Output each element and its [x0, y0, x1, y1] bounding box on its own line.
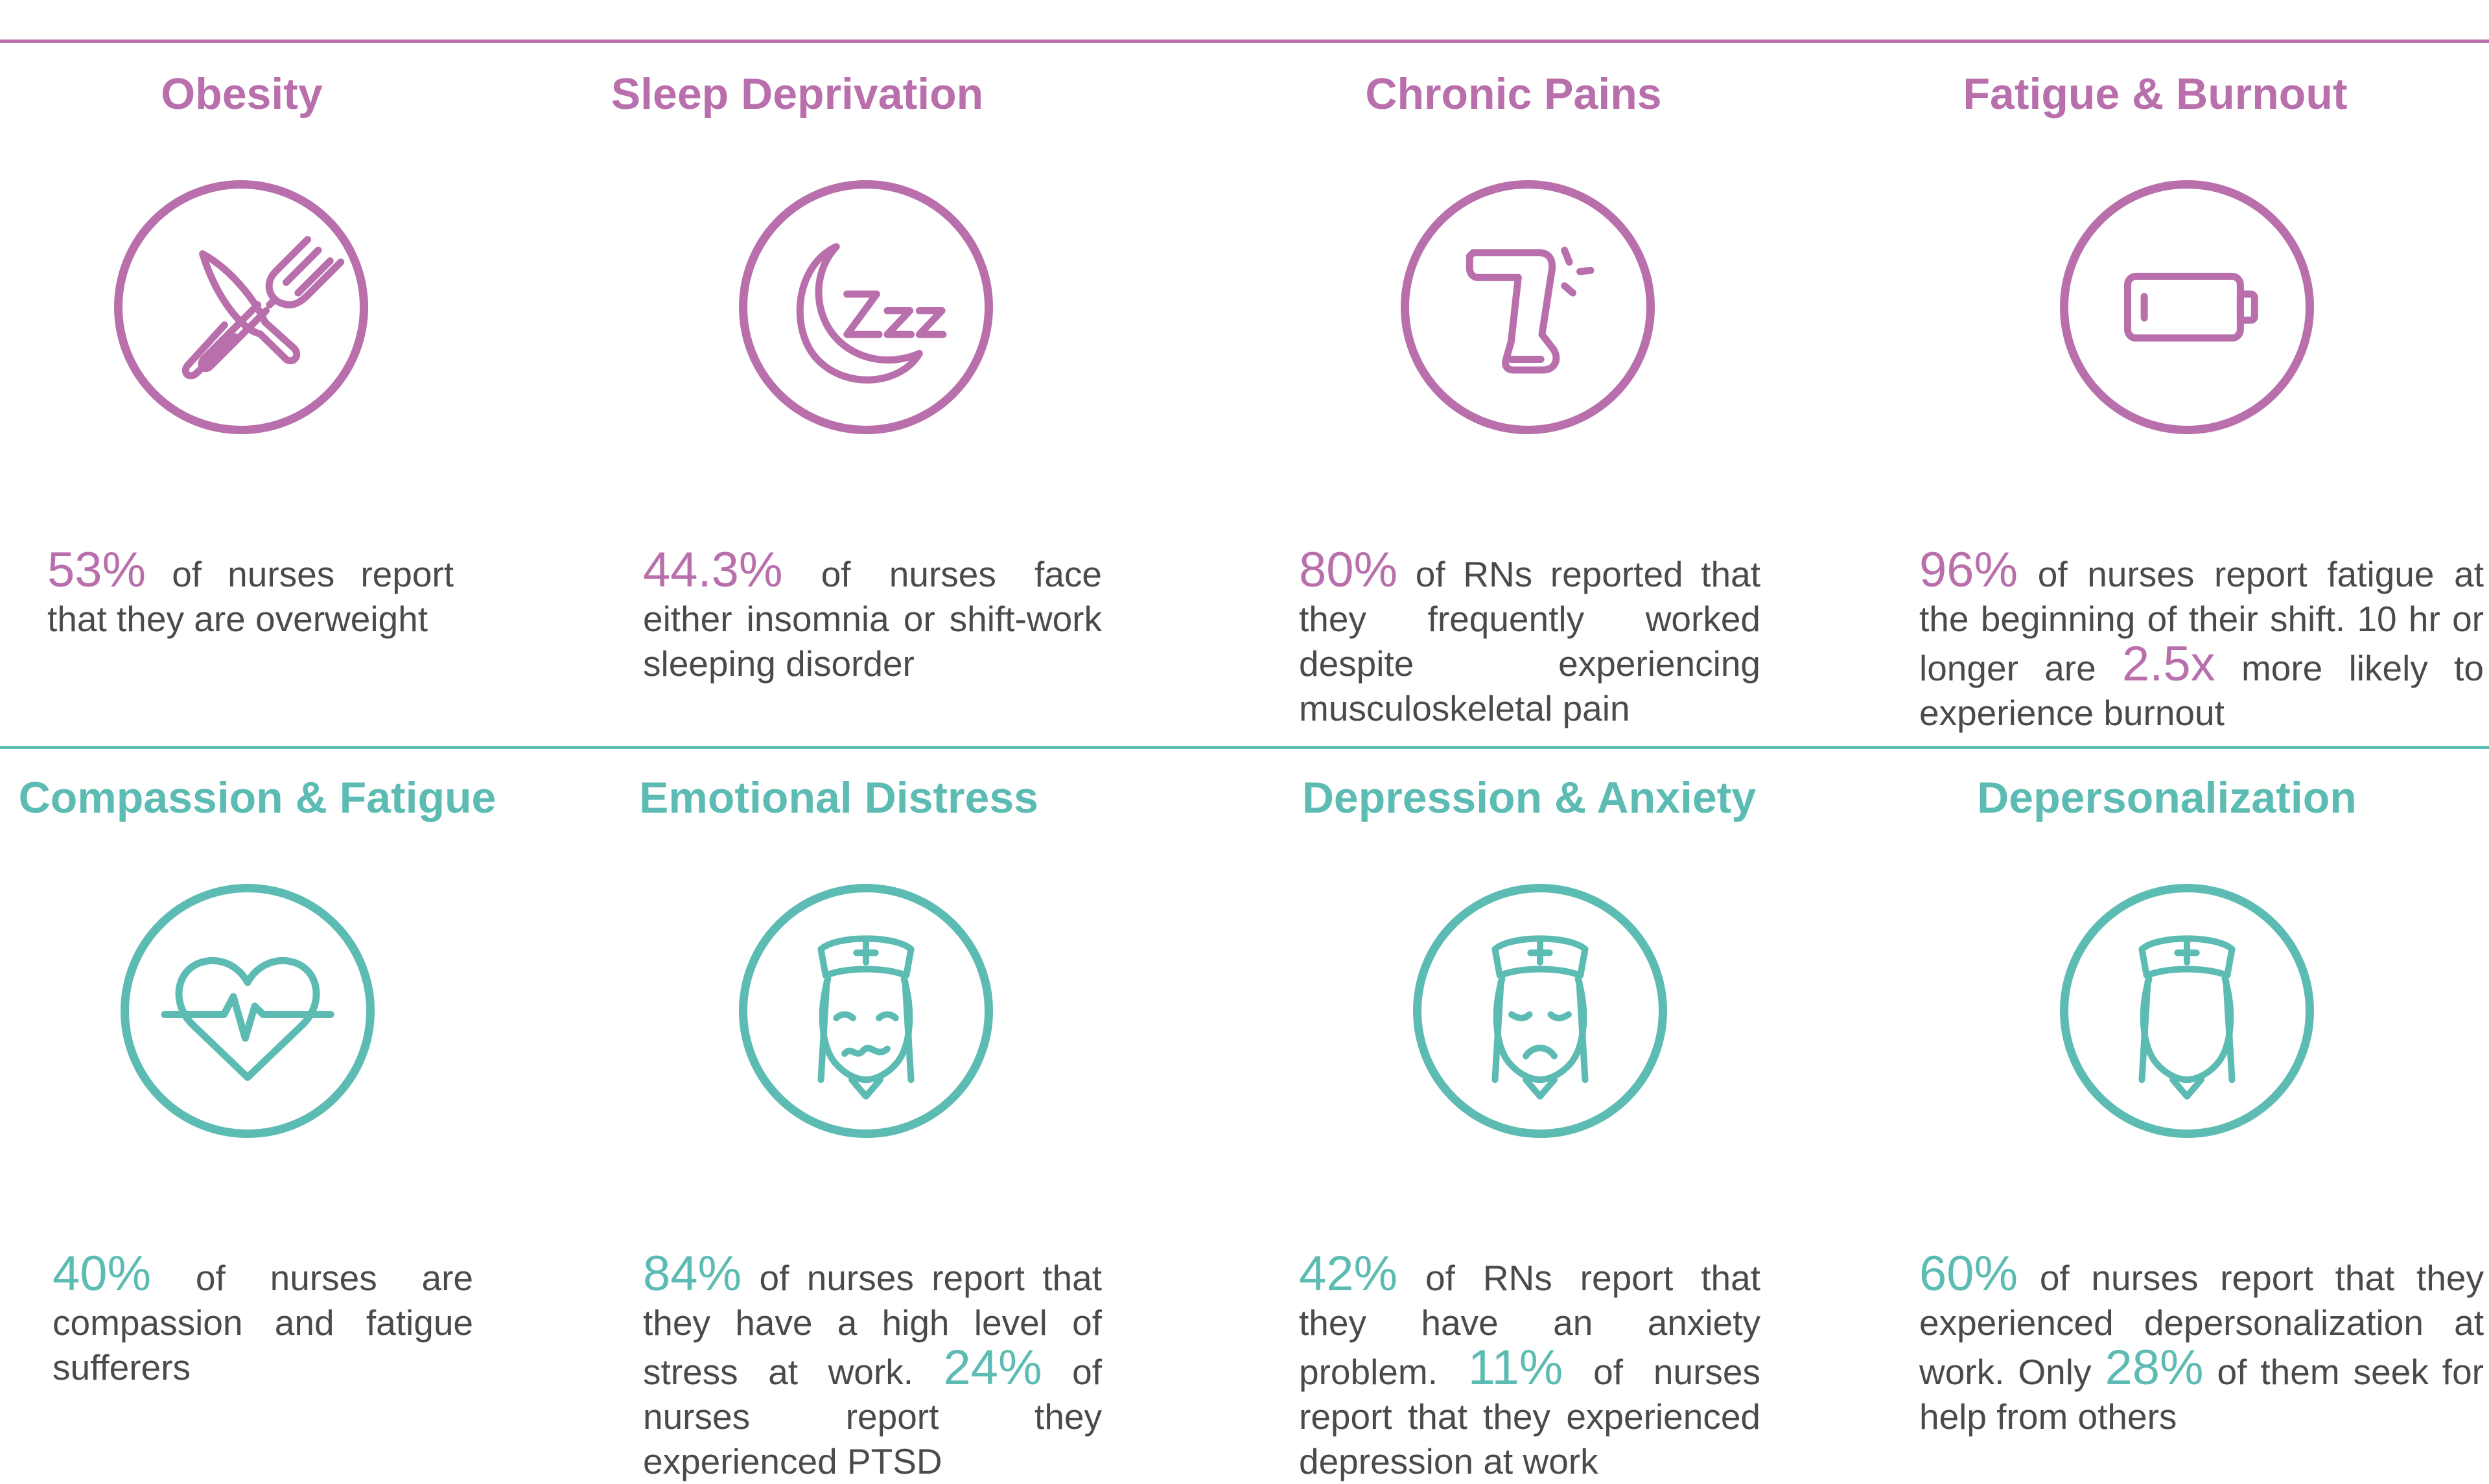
stat-highlight: 2.5x — [2122, 636, 2215, 691]
card-description: 42% of RNs report that they have an anxi… — [1299, 1249, 1760, 1484]
card-title: Compassion & Fatigue — [18, 773, 497, 822]
stat-highlight: 24% — [943, 1340, 1042, 1395]
card-title: Obesity — [161, 69, 323, 119]
nurse-blank-icon — [2060, 884, 2314, 1138]
card-description: 40% of nurses are compassion and fatigue… — [53, 1249, 473, 1390]
stat-highlight: 11% — [1467, 1340, 1563, 1395]
middle-divider — [0, 746, 2489, 749]
card-description: 84% of nurses report that they have a hi… — [643, 1249, 1102, 1484]
moon-zzz-icon — [739, 180, 993, 434]
body-text: more likely to experience burnout — [1919, 648, 2484, 733]
card-title: Depersonalization — [1977, 773, 2357, 822]
body-text: of them seek for help from others — [1919, 1352, 2484, 1437]
card-description: 80% of RNs reported that they frequently… — [1299, 546, 1760, 731]
low-battery-icon — [2060, 180, 2314, 434]
stat-highlight: 42% — [1299, 1246, 1398, 1301]
card-title: Emotional Distress — [639, 773, 1038, 822]
card-description: 44.3% of nurses face either insomnia or … — [643, 546, 1102, 686]
utensils-icon — [114, 180, 368, 434]
body-text: of nurses report fatigue at the beginnin… — [1919, 554, 2484, 688]
body-text: of nurses report that they are overweigh… — [47, 554, 454, 639]
card-compassion-fatigue: Compassion & Fatigue 40% of nurses are c… — [0, 769, 583, 1417]
card-title: Chronic Pains — [1365, 69, 1662, 119]
stat-highlight: 96% — [1919, 542, 2018, 597]
body-text: of nurses report that they have a high l… — [643, 1258, 1102, 1392]
body-text: of nurses are compassion and fatigue suf… — [53, 1258, 473, 1387]
body-text: of nurses report that they experienced d… — [1919, 1258, 2484, 1392]
body-text: of nurses face either insomnia or shift-… — [643, 554, 1102, 684]
card-description: 60% of nurses report that they experienc… — [1919, 1249, 2484, 1439]
card-title: Sleep Deprivation — [611, 69, 984, 119]
leg-pain-icon — [1401, 180, 1655, 434]
card-obesity: Obesity 53% of nurses report that they a… — [0, 65, 583, 713]
card-sleep-deprivation: Sleep Deprivation 44.3% of nurses face e… — [577, 65, 1160, 713]
stat-highlight: 80% — [1299, 542, 1398, 597]
card-description: 96% of nurses report fatigue at the begi… — [1919, 546, 2484, 736]
card-depression-anxiety: Depression & Anxiety 42% of RNs report t… — [1244, 769, 1827, 1481]
top-divider — [0, 40, 2489, 43]
card-title: Fatigue & Burnout — [1963, 69, 2348, 119]
nurse-distressed-icon — [739, 884, 993, 1138]
card-title: Depression & Anxiety — [1302, 773, 1757, 822]
card-emotional-distress: Emotional Distress 84% of nurses report … — [577, 769, 1160, 1481]
card-description: 53% of nurses report that they are overw… — [47, 546, 454, 642]
stat-highlight: 53% — [47, 542, 146, 597]
stat-highlight: 84% — [643, 1246, 742, 1301]
card-depersonalization: Depersonalization 60% of nurses report t… — [1906, 769, 2489, 1437]
stat-highlight: 60% — [1919, 1246, 2018, 1301]
stat-highlight: 44.3% — [643, 542, 783, 597]
body-text: of RNs reported that they frequently wor… — [1299, 554, 1760, 728]
heart-pulse-icon — [121, 884, 375, 1138]
nurse-sad-icon — [1413, 884, 1667, 1138]
body-text: of RNs report that they have an anxiety … — [1299, 1258, 1760, 1392]
card-chronic-pains: Chronic Pains 80% of RNs reported that t… — [1244, 65, 1827, 728]
card-fatigue-burnout: Fatigue & Burnout 96% of nurses report f… — [1906, 65, 2489, 733]
stat-highlight: 28% — [2105, 1340, 2204, 1395]
stat-highlight: 40% — [53, 1246, 152, 1301]
